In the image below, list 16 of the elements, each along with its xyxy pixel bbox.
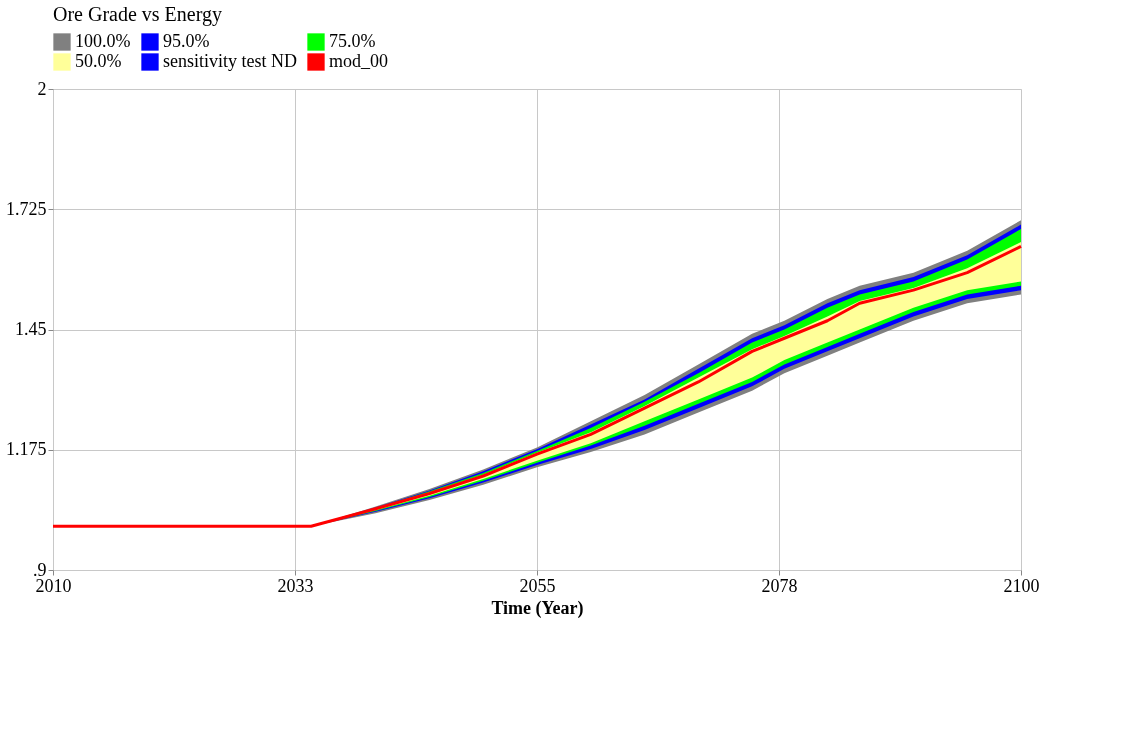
x-tick-label: 2033 [277,575,314,596]
legend-label: 50.0% [75,51,122,71]
y-tick-label: 2 [37,78,47,99]
x-tick-label: 2078 [761,575,798,596]
chart-title: Ore Grade vs Energy [53,3,223,26]
x-tick-label: 2055 [519,575,556,596]
legend-label: sensitivity test ND [163,51,297,71]
y-tick-label: 1.725 [6,198,47,219]
x-tick-label: 2100 [1003,575,1040,596]
y-tick-label: 1.45 [15,319,47,339]
legend-label: 100.0% [75,31,131,51]
y-tick-label: 1.175 [6,439,47,460]
legend-label: 95.0% [163,31,210,51]
x-axis-title: Time (Year) [491,597,584,619]
legend-label: 75.0% [329,31,376,51]
legend-label: mod_00 [329,51,389,71]
